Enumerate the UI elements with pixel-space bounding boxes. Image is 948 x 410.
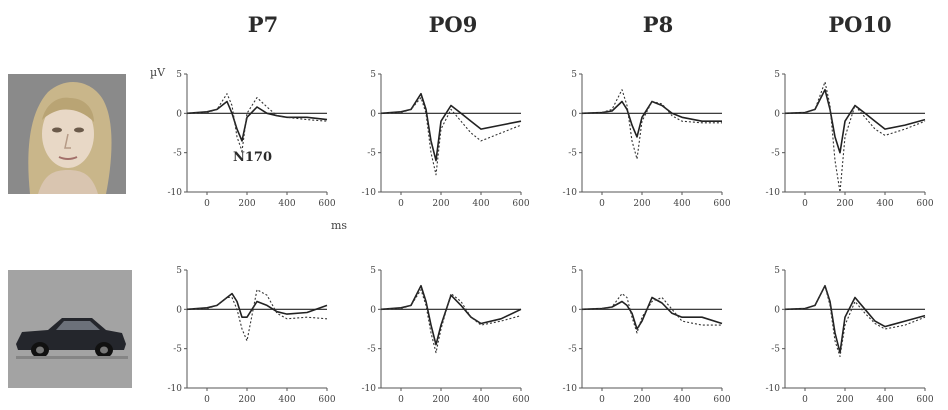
y-tick-label: 0 [176, 305, 182, 315]
dotted-erp-line [784, 285, 926, 358]
panel-p8-car: 5 0 -5 -10 0 200 400 600 [563, 266, 731, 405]
x-tick-label: 400 [472, 395, 489, 405]
x-tick-label: 200 [238, 395, 255, 405]
x-tick-label: 400 [278, 199, 295, 209]
face-stimulus-image [8, 74, 126, 194]
y-tick-label: 0 [774, 109, 780, 119]
x-tick-label: 200 [836, 199, 853, 209]
x-tick-label: 0 [204, 199, 210, 209]
panel-po9-car: 5 0 -5 -10 0 200 400 600 [362, 266, 530, 405]
car-stimulus-image [8, 270, 132, 388]
y-tick-label: -5 [367, 345, 376, 355]
x-tick-label: 600 [318, 395, 335, 405]
y-tick-label: -10 [766, 384, 781, 394]
solid-erp-line [186, 292, 328, 318]
x-tick-label: 400 [876, 199, 893, 209]
x-tick-label: 0 [599, 395, 605, 405]
y-tick-label: -10 [362, 188, 377, 198]
y-tick-label: 0 [370, 305, 376, 315]
y-tick-label: 5 [571, 266, 577, 276]
y-tick-label: 0 [176, 109, 182, 119]
dotted-erp-line [581, 293, 722, 334]
column-title-po9: PO9 [428, 12, 478, 37]
x-tick-label: 400 [673, 395, 690, 405]
panel-po9-face: 5 0 -5 -10 0 200 400 600 [362, 70, 530, 209]
solid-erp-line [581, 296, 723, 330]
y-tick-label: -10 [766, 188, 781, 198]
y-tick-label: -5 [568, 149, 577, 159]
x-tick-label: 400 [278, 395, 295, 405]
x-tick-label: 200 [836, 395, 853, 405]
panel-po10-car: 5 0 -5 -10 0 200 400 600 [766, 266, 934, 405]
x-tick-label: 600 [713, 395, 730, 405]
solid-erp-line [380, 284, 522, 346]
dotted-erp-line [380, 97, 522, 176]
y-tick-label: 5 [176, 70, 182, 80]
x-tick-label: 600 [916, 395, 933, 405]
y-tick-label: 0 [571, 305, 577, 315]
x-tick-label: 600 [318, 199, 335, 209]
y-tick-label: 5 [774, 70, 780, 80]
y-tick-label: -5 [367, 149, 376, 159]
solid-erp-line [186, 100, 328, 142]
y-tick-label: -10 [168, 188, 183, 198]
x-tick-label: 0 [398, 199, 404, 209]
dotted-erp-line [784, 81, 926, 193]
panel-p7-face: 5 0 -5 -10 0 200 400 600 [168, 70, 336, 209]
solid-erp-line [581, 100, 722, 138]
x-tick-label: 200 [238, 199, 255, 209]
n170-annotation: N170 [233, 150, 273, 165]
column-title-p8: P8 [642, 12, 674, 37]
y-tick-label: -5 [568, 345, 577, 355]
dotted-erp-line [380, 289, 522, 354]
x-tick-label: 0 [599, 199, 605, 209]
y-tick-label: 0 [774, 305, 780, 315]
y-tick-label: -5 [173, 345, 182, 355]
y-tick-label: -5 [771, 345, 780, 355]
y-tick-label: -5 [173, 149, 182, 159]
x-tick-label: 0 [204, 395, 210, 405]
y-tick-label: 5 [571, 70, 577, 80]
x-tick-label: 200 [432, 395, 449, 405]
solid-erp-line [380, 92, 522, 162]
y-tick-label: -10 [563, 188, 578, 198]
panel-po10-face: 5 0 -5 -10 0 200 400 600 [766, 70, 934, 209]
column-title-po10: PO10 [828, 12, 892, 37]
x-tick-label: 600 [916, 199, 933, 209]
x-tick-label: 400 [472, 199, 489, 209]
y-tick-label: 5 [176, 266, 182, 276]
y-unit-label: µV [150, 66, 166, 79]
x-tick-label: 200 [633, 199, 650, 209]
y-tick-label: -10 [168, 384, 183, 394]
x-tick-label: 400 [876, 395, 893, 405]
y-tick-label: -10 [362, 384, 377, 394]
dotted-erp-line [186, 93, 328, 152]
y-tick-label: 5 [774, 266, 780, 276]
y-tick-label: -10 [563, 384, 578, 394]
x-tick-label: 0 [802, 395, 808, 405]
x-tick-label: 200 [432, 199, 449, 209]
x-tick-label: 400 [673, 199, 690, 209]
x-tick-label: 200 [633, 395, 650, 405]
x-tick-label: 0 [398, 395, 404, 405]
x-unit-label: ms [331, 219, 348, 232]
x-tick-label: 600 [512, 199, 529, 209]
column-title-p7: P7 [247, 12, 279, 37]
solid-erp-line [784, 284, 926, 354]
y-tick-label: 5 [370, 266, 376, 276]
dotted-erp-line [581, 89, 722, 160]
y-tick-label: -5 [771, 149, 780, 159]
panel-p7-car: 5 0 -5 -10 0 200 400 600 [168, 266, 336, 405]
panel-p8-face: 5 0 -5 -10 0 200 400 600 [563, 70, 731, 209]
y-tick-label: 5 [370, 70, 376, 80]
x-tick-label: 600 [713, 199, 730, 209]
x-tick-label: 0 [802, 199, 808, 209]
y-tick-label: 0 [571, 109, 577, 119]
x-tick-label: 600 [512, 395, 529, 405]
y-tick-label: 0 [370, 109, 376, 119]
solid-erp-line [784, 88, 926, 154]
dotted-erp-line [186, 289, 328, 342]
